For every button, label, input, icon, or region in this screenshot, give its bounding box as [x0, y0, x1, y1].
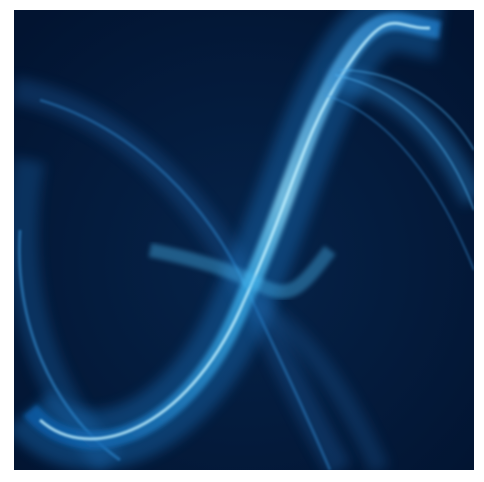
right-fan	[324, 94, 474, 271]
main-highlight	[38, 21, 431, 441]
right-fan	[339, 69, 474, 151]
light-curves	[14, 10, 474, 470]
cross-band	[148, 243, 336, 299]
right-fan	[334, 74, 474, 211]
lower-tail	[244, 291, 390, 470]
